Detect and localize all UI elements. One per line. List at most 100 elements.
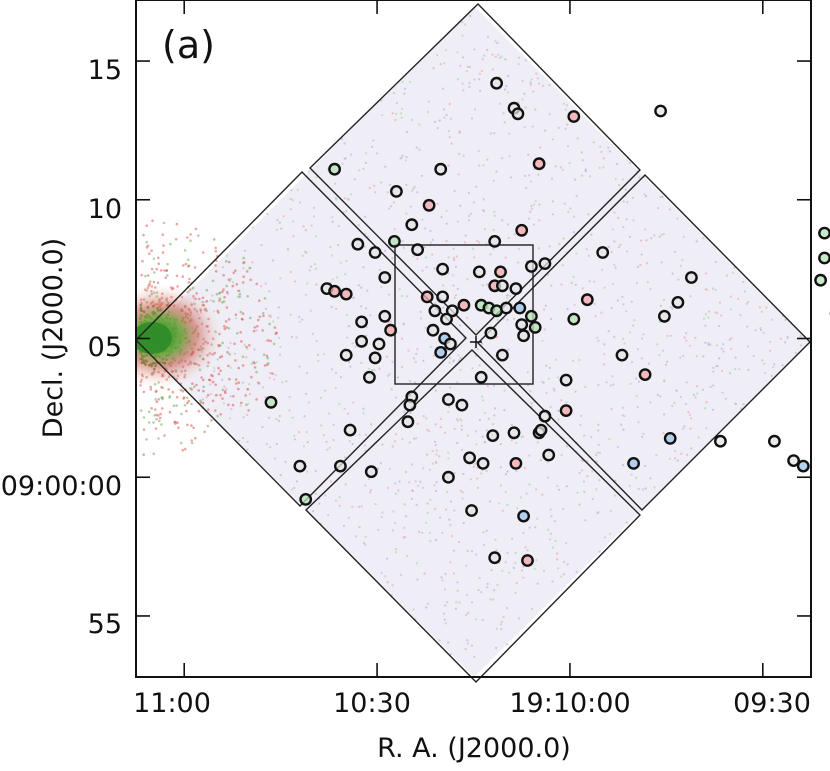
- xray-event: [421, 467, 425, 470]
- xray-event: [595, 460, 598, 463]
- xray-event: [510, 423, 513, 426]
- xray-event: [621, 414, 624, 417]
- xray-event: [471, 367, 474, 370]
- xray-event: [547, 528, 550, 532]
- xray-event: [365, 152, 368, 155]
- xray-event: [315, 176, 318, 179]
- xray-event: [406, 295, 409, 298]
- xray-event: [434, 423, 437, 426]
- xray-event: [216, 414, 219, 418]
- xray-event: [386, 581, 389, 584]
- xray-source-point: [420, 290, 434, 304]
- xray-event: [364, 484, 367, 487]
- xray-event: [211, 399, 215, 403]
- xray-event: [752, 355, 755, 358]
- xray-event: [348, 440, 351, 443]
- xray-event: [205, 288, 209, 292]
- xray-event: [674, 450, 677, 453]
- xray-event: [720, 347, 723, 350]
- xray-event: [328, 446, 331, 449]
- xray-event: [524, 546, 527, 549]
- xray-event: [599, 145, 602, 148]
- xray-event: [486, 586, 489, 589]
- xray-event: [554, 540, 557, 543]
- xray-event: [429, 229, 432, 233]
- xray-event: [157, 256, 160, 260]
- xray-event: [486, 385, 489, 388]
- xray-event: [625, 521, 628, 524]
- xray-event: [428, 430, 431, 433]
- xray-event: [371, 369, 374, 372]
- xray-event: [315, 283, 318, 286]
- xray-event: [597, 339, 600, 342]
- xray-event: [582, 480, 586, 483]
- xray-event: [414, 360, 417, 363]
- xray-source-point: [389, 184, 403, 198]
- xray-event: [529, 390, 532, 393]
- xray-event: [759, 328, 763, 331]
- xray-event: [772, 366, 775, 369]
- xray-event: [460, 448, 463, 451]
- xray-event: [598, 550, 601, 553]
- xray-event: [456, 581, 459, 584]
- xray-source-point: [436, 262, 449, 276]
- xray-event: [539, 146, 542, 149]
- xray-source-point: [401, 415, 415, 429]
- xray-event: [440, 576, 443, 579]
- xray-event: [212, 238, 216, 241]
- xray-event: [458, 324, 461, 327]
- xray-event: [459, 356, 462, 360]
- xray-event: [476, 239, 479, 242]
- xray-event: [263, 364, 267, 367]
- xray-event: [574, 390, 577, 393]
- xray-event: [341, 162, 344, 165]
- xray-event: [443, 618, 446, 621]
- xray-event: [528, 526, 531, 529]
- xray-event: [388, 207, 391, 210]
- xray-event: [253, 348, 256, 351]
- xray-event: [242, 275, 245, 279]
- xray-event: [322, 434, 325, 437]
- xray-event: [253, 366, 257, 369]
- xray-event: [151, 219, 154, 222]
- xray-source-point: [818, 251, 830, 265]
- xray-event: [532, 90, 535, 93]
- xray-event: [248, 344, 251, 347]
- xray-event: [306, 441, 309, 444]
- xray-event: [389, 183, 392, 186]
- xray-event: [344, 157, 347, 160]
- xray-event: [653, 486, 656, 489]
- xray-event: [193, 266, 197, 269]
- xray-event: [465, 70, 468, 73]
- xray-event: [324, 389, 327, 392]
- xray-event: [584, 168, 587, 171]
- xray-event: [330, 254, 333, 257]
- xray-event: [494, 538, 497, 541]
- xray-event: [199, 401, 203, 404]
- xray-event: [440, 215, 443, 219]
- xray-event: [481, 342, 484, 345]
- xray-event: [160, 423, 163, 426]
- xray-event: [647, 362, 651, 365]
- xray-event: [461, 21, 464, 24]
- xray-event: [688, 413, 692, 416]
- xray-event: [314, 469, 317, 473]
- xray-event: [343, 142, 346, 145]
- xray-event: [528, 174, 531, 177]
- xray-event: [595, 454, 598, 457]
- xray-event: [491, 423, 495, 426]
- xray-event: [562, 102, 565, 105]
- xray-event: [635, 394, 638, 397]
- xray-event: [402, 323, 405, 326]
- xray-event: [483, 54, 486, 57]
- xray-event: [725, 274, 729, 277]
- xray-event: [331, 220, 334, 223]
- xray-event: [470, 117, 474, 120]
- xray-event: [405, 515, 408, 518]
- xray-event: [367, 478, 370, 481]
- xray-event: [144, 274, 147, 278]
- xray-event: [216, 309, 220, 313]
- xray-event: [227, 403, 230, 407]
- xray-event: [218, 292, 221, 295]
- y-ticks: [136, 60, 811, 617]
